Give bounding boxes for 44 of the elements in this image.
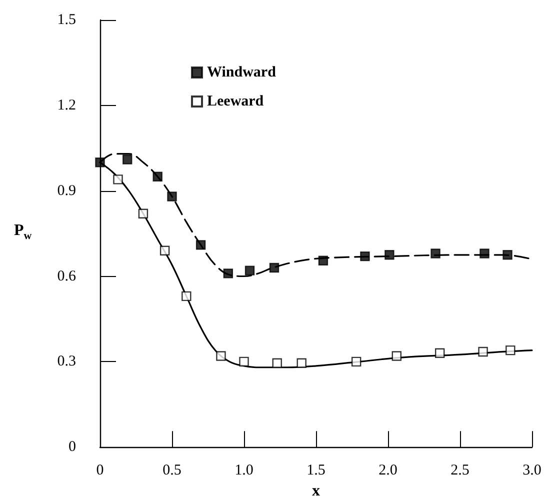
x-tick-label: 1.0 bbox=[234, 462, 254, 479]
point bbox=[138, 208, 148, 218]
point bbox=[216, 351, 226, 361]
point bbox=[296, 358, 306, 368]
y-axis-title: P$_{w}$ bbox=[14, 222, 32, 242]
legend-label: Windward bbox=[207, 64, 277, 80]
y-tick-label: 0 bbox=[68, 439, 76, 456]
point bbox=[269, 262, 280, 273]
y-tick-label: 0.9 bbox=[57, 182, 76, 199]
point bbox=[392, 351, 402, 361]
y-tick-label: 0.3 bbox=[57, 354, 76, 370]
y-tick-label: 1.2 bbox=[57, 97, 76, 114]
point bbox=[351, 356, 362, 367]
x-tick-label: 1.5 bbox=[306, 462, 326, 479]
point bbox=[272, 358, 282, 368]
point bbox=[434, 348, 445, 358]
x-tick-label: 2.0 bbox=[378, 462, 398, 479]
point bbox=[113, 174, 123, 184]
point bbox=[480, 248, 490, 258]
point bbox=[167, 192, 177, 202]
point bbox=[152, 172, 162, 182]
y-tick-label: 0.6 bbox=[57, 268, 76, 284]
point bbox=[196, 240, 206, 250]
point bbox=[502, 250, 512, 260]
legend-label: Leeward bbox=[207, 94, 264, 110]
point bbox=[506, 345, 516, 356]
point bbox=[478, 346, 488, 357]
x-tick-label: 0 bbox=[96, 462, 104, 479]
point bbox=[244, 266, 255, 276]
point bbox=[360, 251, 370, 262]
point bbox=[182, 291, 192, 302]
x-tick-label: 2.5 bbox=[450, 462, 470, 479]
point bbox=[95, 158, 105, 168]
point bbox=[384, 250, 394, 260]
y-tick-label: 1.5 bbox=[57, 12, 76, 28]
point bbox=[122, 154, 132, 164]
x-tick-label: 0.5 bbox=[162, 462, 182, 479]
point bbox=[239, 356, 249, 367]
x-axis-title: x bbox=[312, 482, 320, 500]
point bbox=[223, 268, 234, 278]
x-tick-label: 3.0 bbox=[522, 462, 542, 479]
point bbox=[318, 256, 328, 266]
point bbox=[160, 246, 170, 256]
point bbox=[430, 248, 440, 258]
